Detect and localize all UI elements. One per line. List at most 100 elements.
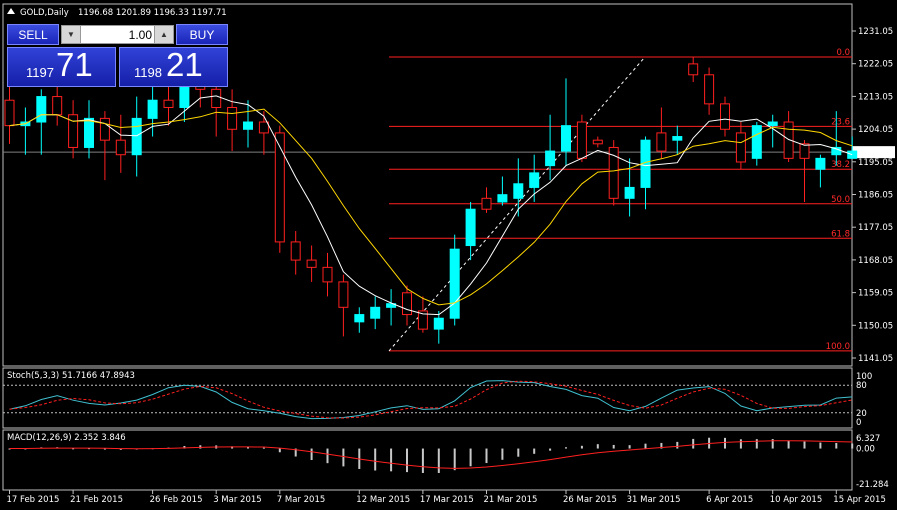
time-axis-label: 12 Mar 2015 xyxy=(356,495,410,505)
bull-candle xyxy=(449,248,460,319)
bear-candle xyxy=(306,259,317,268)
macd-panel-frame xyxy=(2,429,853,491)
bear-candle xyxy=(799,143,810,159)
macd-histogram-bar xyxy=(278,448,281,453)
bear-candle xyxy=(338,281,349,308)
macd-level-label: -21.284 xyxy=(856,480,889,490)
bull-candle xyxy=(624,186,635,199)
one-click-trading-panel: SELL ▼ ▲ BUY 1197 71 1198 21 xyxy=(7,24,228,87)
lot-increase-icon[interactable]: ▲ xyxy=(154,26,173,43)
macd-histogram-bar xyxy=(660,442,663,449)
bull-candle xyxy=(433,317,444,330)
macd-histogram-bar xyxy=(549,448,552,451)
fib-level-label: 0.0 xyxy=(836,48,850,58)
macd-histogram-bar xyxy=(596,444,599,449)
bear-candle xyxy=(608,146,619,199)
macd-histogram-bar xyxy=(485,448,488,464)
bear-candle xyxy=(322,266,333,283)
lot-size-input[interactable] xyxy=(82,27,152,42)
fib-level-label: 50.0 xyxy=(831,195,850,205)
sell-button[interactable]: SELL xyxy=(7,24,59,45)
macd-histogram-bar xyxy=(644,443,647,449)
bear-candle xyxy=(402,292,412,316)
buy-button[interactable]: BUY xyxy=(176,24,228,45)
lot-size-stepper[interactable]: ▼ ▲ xyxy=(61,25,174,44)
macd-histogram-bar xyxy=(326,448,329,464)
bear-candle xyxy=(68,114,79,148)
bull-candle xyxy=(497,194,508,203)
bull-candle xyxy=(36,96,47,123)
bull-candle xyxy=(131,117,142,156)
price-axis-label: 1222.05 xyxy=(858,60,893,70)
macd-histogram-bar xyxy=(390,448,393,472)
buy-price-big: 21 xyxy=(166,46,203,83)
stoch-level-label: 20 xyxy=(856,409,867,419)
stoch-main-line xyxy=(9,380,853,420)
macd-histogram-bar xyxy=(739,439,742,449)
bear-candle xyxy=(576,121,587,159)
time-axis-label: 17 Feb 2015 xyxy=(7,495,60,505)
price-axis-label: 1168.05 xyxy=(858,256,893,266)
fib-trend-line xyxy=(388,56,646,352)
time-axis-label: 17 Mar 2015 xyxy=(420,495,474,505)
bull-candle xyxy=(545,150,556,167)
macd-histogram-bar xyxy=(819,442,822,449)
bear-candle xyxy=(4,99,15,127)
bear-candle xyxy=(115,139,126,156)
price-axis-label: 1195.05 xyxy=(858,158,893,168)
macd-histogram-bar xyxy=(533,448,536,454)
stoch-signal-line xyxy=(9,380,853,419)
macd-histogram-bar xyxy=(692,438,695,449)
macd-histogram-bar xyxy=(517,448,520,457)
bull-candle xyxy=(529,172,540,188)
lot-decrease-icon[interactable]: ▼ xyxy=(62,26,81,43)
macd-histogram-bar xyxy=(342,448,345,467)
fib-level-label: 38.2 xyxy=(831,160,850,170)
macd-histogram-bar xyxy=(72,448,75,450)
macd-histogram-bar xyxy=(231,446,234,449)
bull-candle xyxy=(513,183,524,199)
macd-histogram-bar xyxy=(501,448,504,460)
time-axis-label: 31 Mar 2015 xyxy=(627,495,681,505)
bear-candle xyxy=(783,121,794,159)
bull-candle xyxy=(831,146,842,156)
macd-histogram-bar xyxy=(453,448,456,471)
macd-histogram-bar xyxy=(374,448,377,471)
bull-candle xyxy=(751,125,762,159)
macd-histogram-bar xyxy=(183,446,186,449)
chart-menu-icon[interactable] xyxy=(7,8,15,14)
time-axis-label: 21 Feb 2015 xyxy=(70,495,123,505)
ohlc-readout: 1196.68 1201.89 1196.33 1197.71 xyxy=(78,8,227,18)
bull-candle xyxy=(147,99,158,119)
bull-candle xyxy=(815,157,826,170)
chart-title: GOLD,Daily xyxy=(20,8,69,18)
main-panel-frame xyxy=(2,3,853,367)
buy-price-box[interactable]: 1198 21 xyxy=(119,46,228,87)
bear-candle xyxy=(720,103,730,130)
macd-histogram-bar xyxy=(612,444,615,449)
macd-histogram-bar xyxy=(103,448,106,450)
fast-moving-average-line xyxy=(9,95,853,316)
price-axis-label: 1231.05 xyxy=(858,27,893,37)
current-price-label: 1197.71 xyxy=(856,148,891,158)
macd-level-label: 0.00 xyxy=(856,445,875,455)
bull-candle xyxy=(354,314,365,323)
macd-histogram-bar xyxy=(724,437,726,449)
macd-histogram-bar xyxy=(262,447,265,449)
time-axis-label: 6 Apr 2015 xyxy=(706,495,753,505)
macd-histogram-bar xyxy=(771,439,774,449)
macd-histogram-bar xyxy=(755,439,758,449)
time-axis-label: 21 Mar 2015 xyxy=(484,495,538,505)
macd-histogram-bar xyxy=(8,448,11,450)
bull-candle xyxy=(465,208,476,247)
bull-candle xyxy=(767,121,778,127)
bear-candle xyxy=(290,241,301,261)
macd-histogram-bar xyxy=(803,441,806,449)
macd-histogram-bar xyxy=(294,448,297,457)
time-axis-label: 26 Mar 2015 xyxy=(563,495,617,505)
macd-histogram-bar xyxy=(469,448,472,467)
bear-candle xyxy=(688,63,699,76)
bull-candle xyxy=(561,125,571,152)
sell-price-box[interactable]: 1197 71 xyxy=(7,46,116,87)
